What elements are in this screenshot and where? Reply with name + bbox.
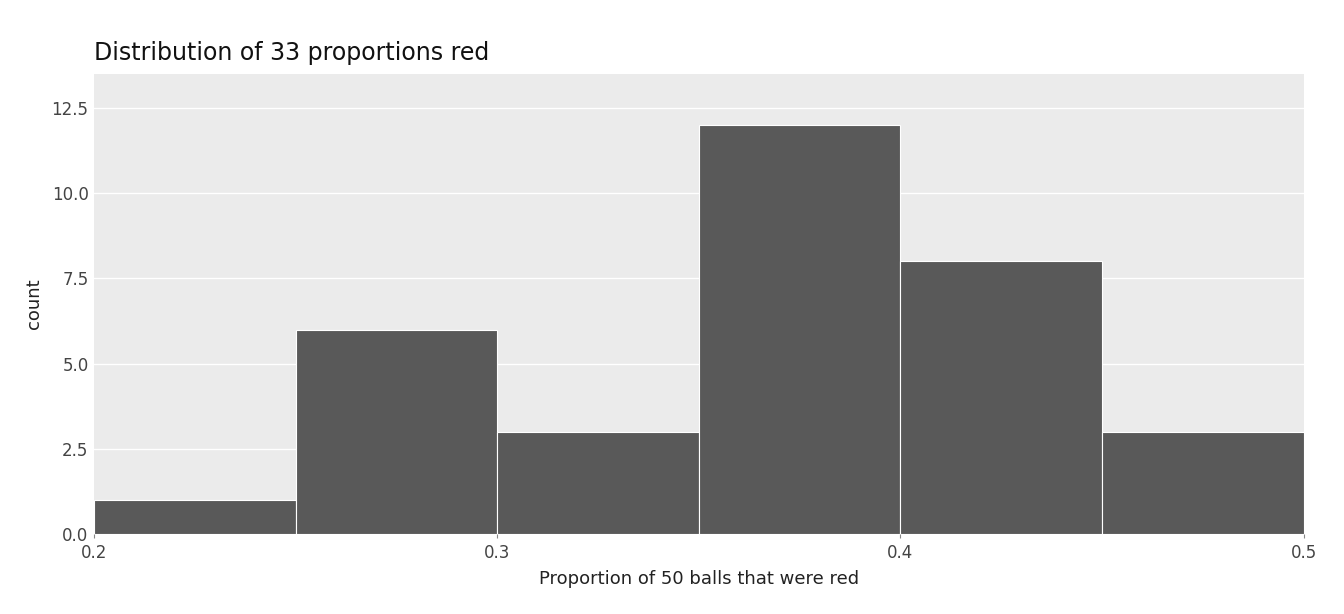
Bar [497,432,699,534]
X-axis label: Proportion of 50 balls that were red: Proportion of 50 balls that were red [539,570,859,588]
Bar [1102,432,1304,534]
Bar [900,262,1102,534]
Bar [296,330,497,534]
Text: Distribution of 33 proportions red: Distribution of 33 proportions red [94,41,489,65]
Y-axis label: count: count [26,279,43,329]
Bar [699,125,900,534]
Bar [94,500,296,534]
